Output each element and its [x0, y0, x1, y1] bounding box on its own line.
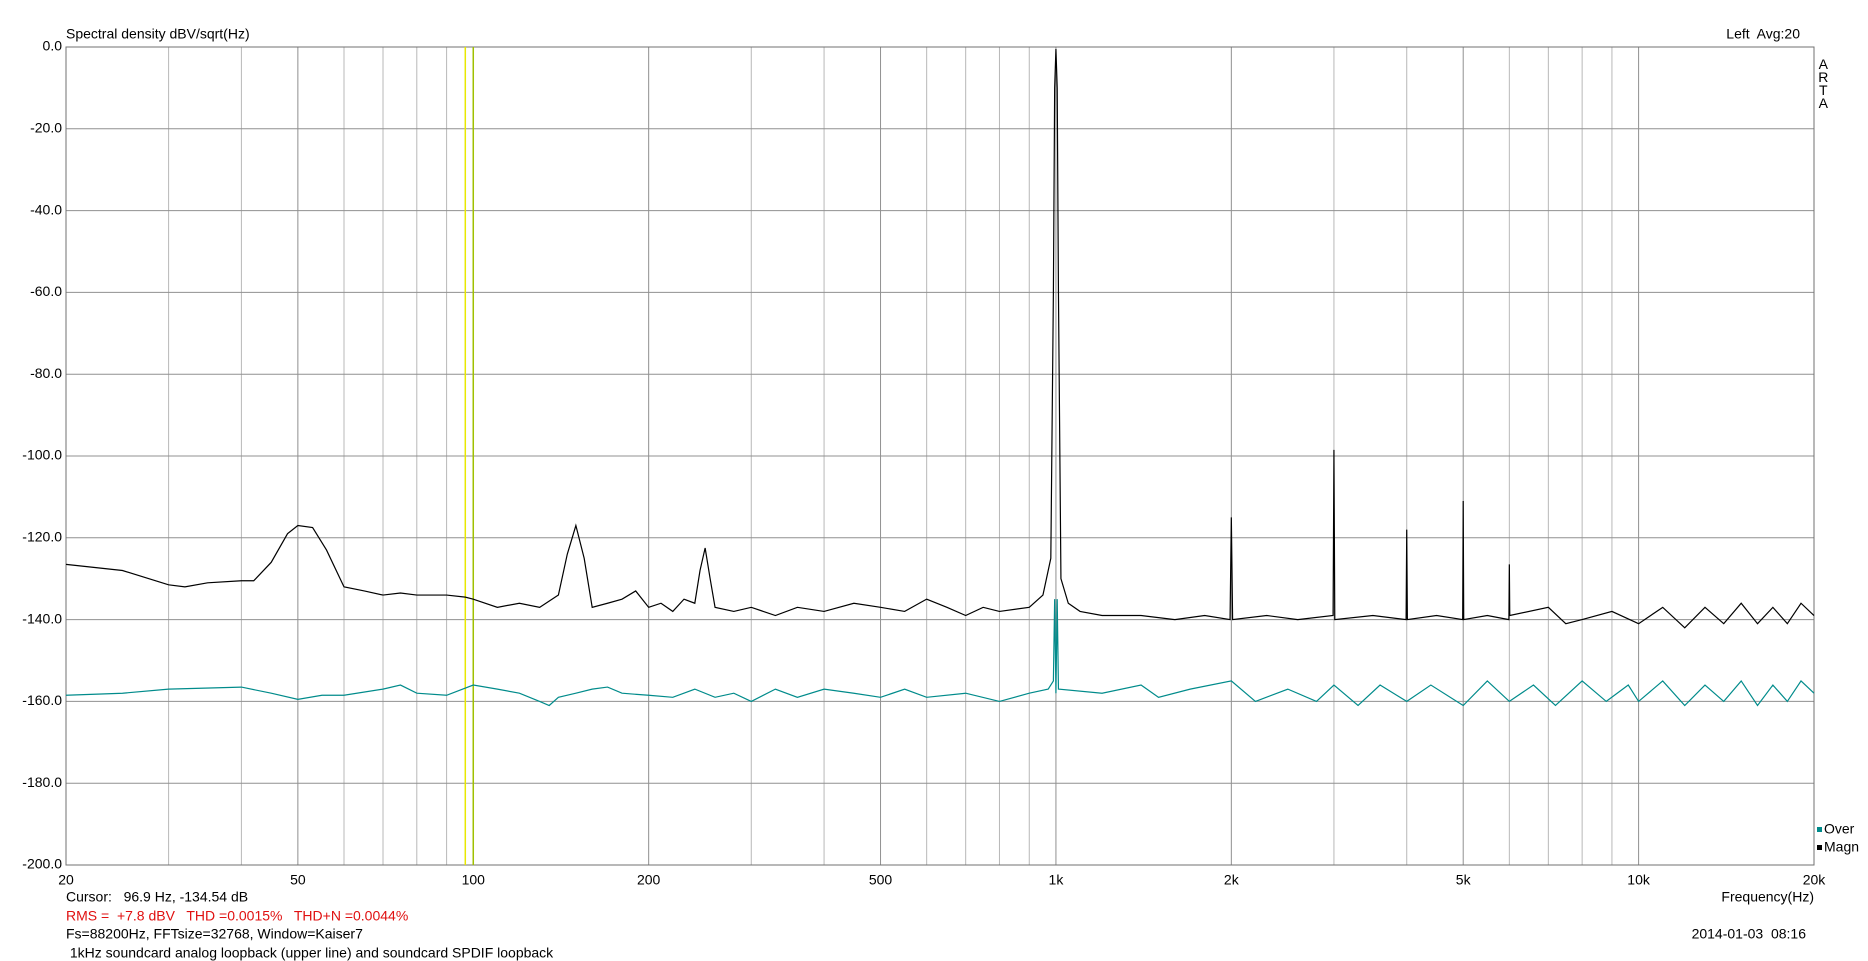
x-tick-label: 2k	[1224, 872, 1240, 888]
y-tick-label: -80.0	[30, 365, 62, 381]
legend-swatch	[1817, 845, 1822, 850]
channel-info: Left Avg:20	[1726, 26, 1800, 42]
series-line	[65, 49, 1815, 629]
y-tick-label: -40.0	[30, 201, 62, 217]
x-tick-label: 500	[869, 872, 893, 888]
x-tick-label: 10k	[1627, 872, 1651, 888]
legend-swatch	[1817, 827, 1822, 832]
y-tick-label: -100.0	[22, 447, 62, 463]
x-tick-label: 100	[462, 872, 486, 888]
legend-label: Magn	[1824, 839, 1859, 855]
y-tick-label: 0.0	[43, 38, 63, 54]
brand: ARTA	[1815, 56, 1831, 108]
y-tick-label: -140.0	[22, 610, 62, 626]
x-tick-label: 20k	[1803, 872, 1827, 888]
series-line	[65, 599, 1815, 707]
legend-label: Over	[1824, 821, 1855, 837]
y-tick-label: -60.0	[30, 283, 62, 299]
y-tick-label: -180.0	[22, 774, 62, 790]
note: 1kHz soundcard analog loopback (upper li…	[66, 945, 554, 961]
y-tick-label: -20.0	[30, 120, 62, 136]
chart-title: Spectral density dBV/sqrt(Hz)	[66, 26, 250, 42]
x-tick-label: 200	[637, 872, 661, 888]
measurement: RMS = +7.8 dBV THD =0.0015% THD+N =0.004…	[66, 908, 408, 924]
cursor-readout: Cursor: 96.9 Hz, -134.54 dB	[66, 889, 248, 905]
settings: Fs=88200Hz, FFTsize=32768, Window=Kaiser…	[66, 926, 363, 942]
y-tick-label: -160.0	[22, 692, 62, 708]
x-tick-label: 5k	[1456, 872, 1472, 888]
y-tick-label: -200.0	[22, 856, 62, 872]
x-tick-label: 20	[58, 872, 74, 888]
x-axis-label: Frequency(Hz)	[1721, 889, 1814, 905]
x-tick-label: 1k	[1049, 872, 1065, 888]
plot-frame	[65, 46, 1815, 866]
y-tick-label: -120.0	[22, 529, 62, 545]
timestamp: 2014-01-03 08:16	[1692, 926, 1807, 942]
x-tick-label: 50	[290, 872, 306, 888]
